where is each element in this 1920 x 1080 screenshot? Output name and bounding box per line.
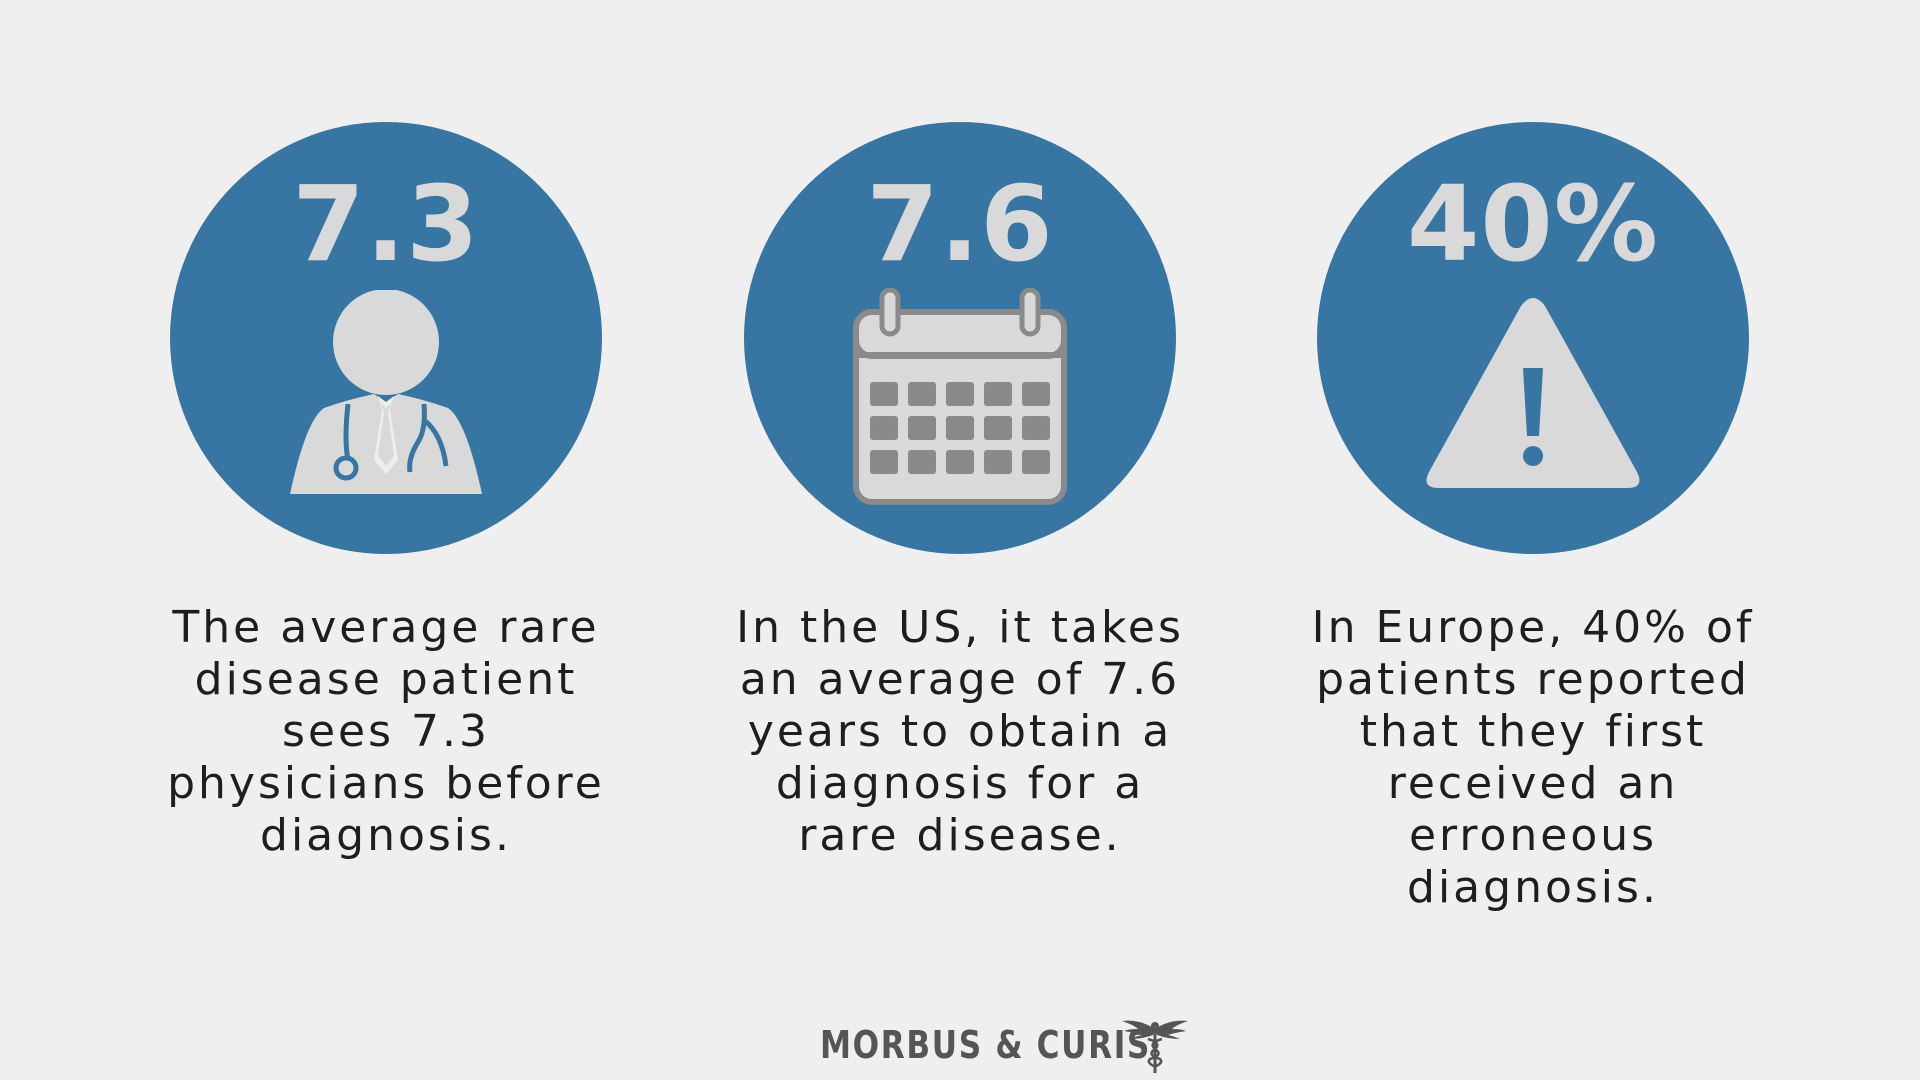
stat-number: 40% (1407, 163, 1659, 285)
stat-caption: The average rare disease patient sees 7.… (167, 602, 605, 861)
caduceus-icon (1122, 1020, 1188, 1073)
stat-caption: In the US, it takes an average of 7.6 ye… (736, 602, 1184, 861)
stat-circle-years: 7.6 (744, 122, 1176, 554)
calendar-icon (853, 288, 1067, 505)
stat-circle-europe: 40% (1317, 122, 1749, 554)
stat-number: 7.3 (292, 163, 480, 285)
stat-caption: In Europe, 40% of patients reported that… (1311, 602, 1755, 913)
stat-number: 7.6 (866, 163, 1054, 285)
stat-circle-physicians: 7.3 (170, 122, 602, 554)
warning-icon (1426, 298, 1640, 488)
brand: MORBUS & CURIS (820, 1010, 1190, 1080)
brand-name: MORBUS & CURIS (820, 1023, 1152, 1067)
doctor-icon (290, 290, 482, 494)
